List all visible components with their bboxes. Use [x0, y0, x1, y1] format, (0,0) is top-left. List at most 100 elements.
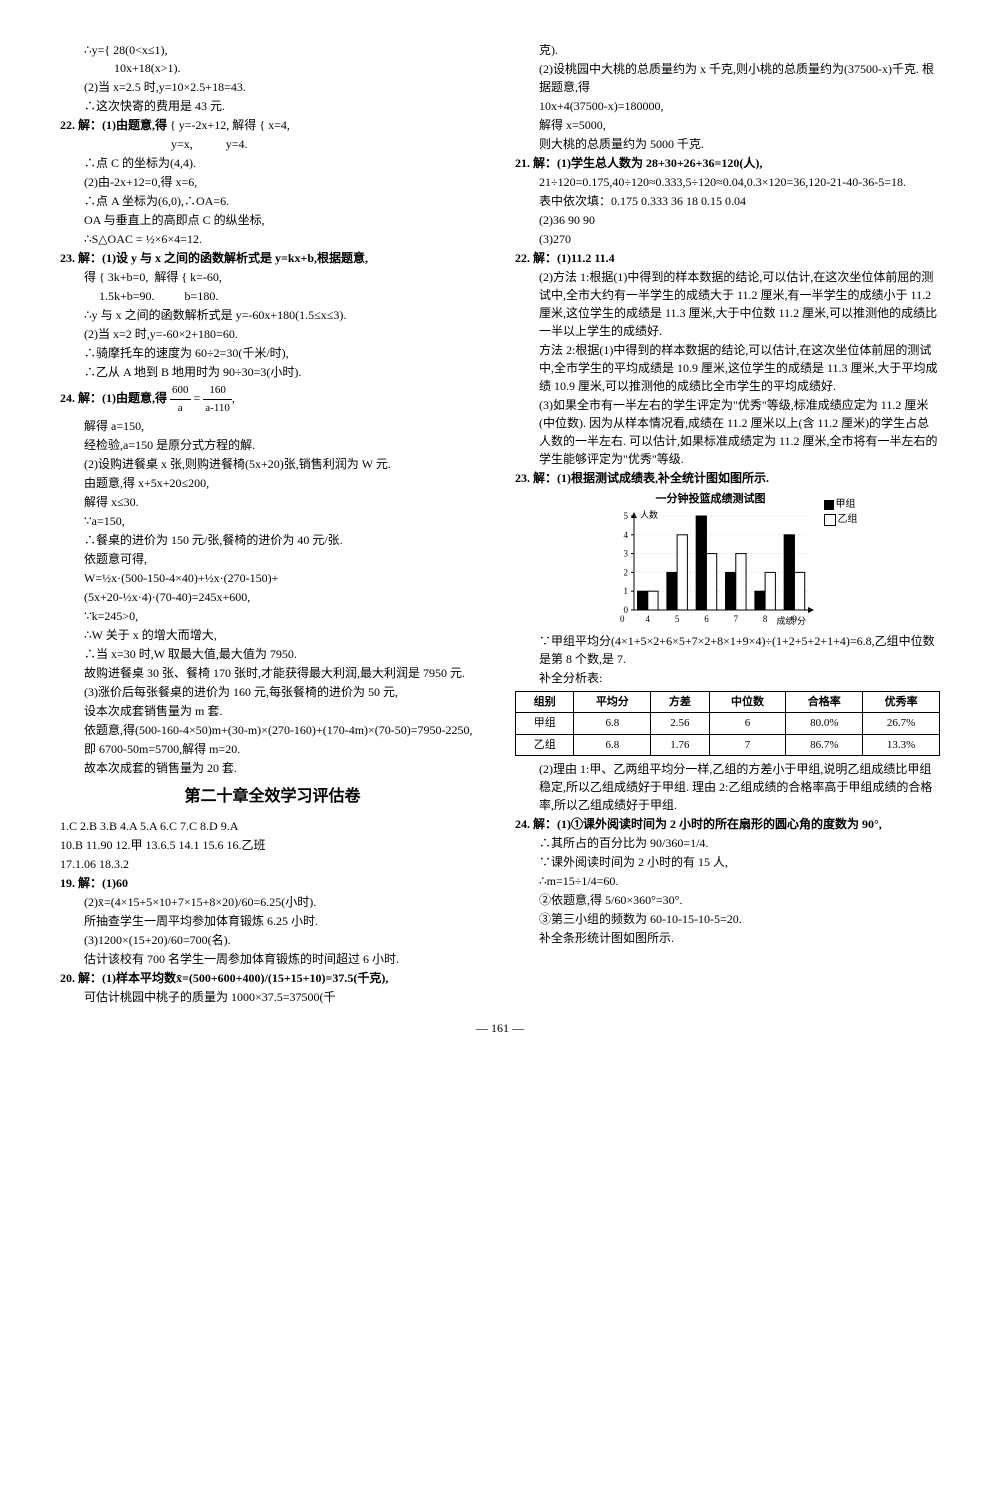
text: ∴乙从 A 地到 B 地用时为 90÷30=3(小时). — [60, 363, 485, 381]
text: (2)由-2x+12=0,得 x=6, — [60, 173, 485, 191]
q24: 24. 解：(1)由题意,得 600a = 160a-110, — [60, 382, 485, 416]
text: (2)理由 1:甲、乙两组平均分一样,乙组的方差小于甲组,说明乙组成绩比甲组稳定… — [515, 760, 940, 814]
svg-text:4: 4 — [645, 614, 650, 624]
svg-text:4: 4 — [623, 529, 628, 539]
text: 补全条形统计图如图所示. — [515, 929, 940, 947]
mc-answers2: 10.B 11.90 12.甲 13.6.5 14.1 15.6 16.乙班 — [60, 836, 485, 854]
text: 21÷120=0.175,40÷120≈0.333,5÷120≈0.04,0.3… — [515, 173, 940, 191]
svg-text:2: 2 — [623, 567, 628, 577]
text: 所抽查学生一周平均参加体育锻炼 6.25 小时. — [60, 912, 485, 930]
chart-svg: 012345人数成绩/分4567890 — [606, 508, 816, 628]
q23: 23. 解：(1)设 y 与 x 之间的函数解析式是 y=kx+b,根据题意, — [60, 249, 485, 267]
text: (2)36 90 90 — [515, 211, 940, 229]
text: ∴餐桌的进价为 150 元/张,餐椅的进价为 40 元/张. — [60, 531, 485, 549]
text: ∴m=15÷1/4=60. — [515, 872, 940, 890]
table-header: 平均分 — [574, 691, 651, 713]
text: 故本次成套的销售量为 20 套. — [60, 759, 485, 777]
svg-text:8: 8 — [762, 614, 767, 624]
text: 可估计桃园中桃子的质量为 1000×37.5=37500(千 — [60, 988, 485, 1006]
text: (3)1200×(15+20)/60=700(名). — [60, 931, 485, 949]
text: ∴S△OAC = ½×6×4=12. — [60, 230, 485, 248]
text: 解得 x≤30. — [60, 493, 485, 511]
text: y=x, y=4. — [60, 135, 485, 153]
text: 解得 x=5000, — [515, 116, 940, 134]
svg-text:7: 7 — [733, 614, 738, 624]
text: ∵a=150, — [60, 512, 485, 530]
mc-answers3: 17.1.06 18.3.2 — [60, 855, 485, 873]
svg-text:3: 3 — [623, 548, 628, 558]
text: 由题意,得 x+5x+20≤200, — [60, 474, 485, 492]
text: (3)如果全市有一半左右的学生评定为"优秀"等级,标准成绩应定为 11.2 厘米… — [515, 396, 940, 468]
chapter-title: 第二十章全效学习评估卷 — [60, 785, 485, 809]
analysis-table: 组别平均分方差中位数合格率优秀率 甲组6.82.56680.0%26.7%乙组6… — [515, 691, 940, 757]
text: (2)当 x=2 时,y=-60×2+180=60. — [60, 325, 485, 343]
bar-chart: 一分钟投篮成绩测试图 012345人数成绩/分4567890 甲组 乙组 — [598, 491, 858, 628]
text: (2)设桃园中大桃的总质量约为 x 千克,则小桃的总质量约为(37500-x)千… — [515, 60, 940, 96]
text: ∴y={ 28(0<x≤1), 10x+18(x>1). — [60, 41, 485, 77]
text: (2)x̄=(4×15+5×10+7×15+8×20)/60=6.25(小时). — [60, 893, 485, 911]
page-number: — 161 — — [60, 1019, 940, 1037]
text: 依题意,得(500-160-4×50)m+(30-m)×(270-160)+(1… — [60, 721, 485, 739]
text: 克). — [515, 41, 940, 59]
text: 表中依次填：0.175 0.333 36 18 0.15 0.04 — [515, 192, 940, 210]
q22r: 22. 解：(1)11.2 11.4 — [515, 249, 940, 267]
text: ∵甲组平均分(4×1+5×2+6×5+7×2+8×1+9×4)÷(1+2+5+2… — [515, 632, 940, 668]
table-header: 合格率 — [786, 691, 863, 713]
text: ∴y 与 x 之间的函数解析式是 y=-60x+180(1.5≤x≤3). — [60, 306, 485, 324]
table-header: 组别 — [516, 691, 574, 713]
text: ∵k=245>0, — [60, 607, 485, 625]
table-row: 甲组6.82.56680.0%26.7% — [516, 713, 940, 735]
q21: 21. 解：(1)学生总人数为 28+30+26+36=120(人), — [515, 154, 940, 172]
text: ②依题意,得 5/60×360°=30°. — [515, 891, 940, 909]
text: 方法 2:根据(1)中得到的样本数据的结论,可以估计,在这次坐位体前屈的测试中,… — [515, 341, 940, 395]
text: (3)270 — [515, 230, 940, 248]
text: ∴当 x=30 时,W 取最大值,最大值为 7950. — [60, 645, 485, 663]
text: (2)方法 1:根据(1)中得到的样本数据的结论,可以估计,在这次坐位体前屈的测… — [515, 268, 940, 340]
q20: 20. 解：(1)样本平均数x̄=(500+600+400)/(15+15+10… — [60, 969, 485, 987]
text: ∴点 A 坐标为(6,0),∴OA=6. — [60, 192, 485, 210]
q19: 19. 解：(1)60 — [60, 874, 485, 892]
svg-text:人数: 人数 — [640, 509, 658, 520]
text: 即 6700-50m=5700,解得 m=20. — [60, 740, 485, 758]
text: 估计该校有 700 名学生一周参加体育锻炼的时间超过 6 小时. — [60, 950, 485, 968]
svg-text:5: 5 — [623, 511, 628, 521]
left-column: ∴y={ 28(0<x≤1), 10x+18(x>1). (2)当 x=2.5 … — [60, 40, 485, 1007]
svg-text:0: 0 — [620, 614, 625, 624]
text: ∴W 关于 x 的增大而增大, — [60, 626, 485, 644]
text: 1.5k+b=90. b=180. — [60, 287, 485, 305]
chart-title: 一分钟投篮成绩测试图 — [598, 491, 824, 508]
text: W=½x·(500-150-4×40)+½x·(270-150)+ — [60, 569, 485, 587]
svg-text:5: 5 — [674, 614, 679, 624]
table-header: 方差 — [651, 691, 709, 713]
chart-legend: 甲组 乙组 — [824, 497, 858, 527]
text: OA 与垂直上的高即点 C 的纵坐标, — [60, 211, 485, 229]
right-column: 克). (2)设桃园中大桃的总质量约为 x 千克,则小桃的总质量约为(37500… — [515, 40, 940, 1007]
text: 解得 a=150, — [60, 417, 485, 435]
text: ③第三小组的频数为 60-10-15-10-5=20. — [515, 910, 940, 928]
svg-text:1: 1 — [623, 586, 628, 596]
text: 经检验,a=150 是原分式方程的解. — [60, 436, 485, 454]
text: 依题意可得, — [60, 550, 485, 568]
text: (5x+20-½x·4)·(70-40)=245x+600, — [60, 588, 485, 606]
svg-text:6: 6 — [704, 614, 709, 624]
q23r: 23. 解：(1)根据测试成绩表,补全统计图如图所示. — [515, 469, 940, 487]
text: ∴点 C 的坐标为(4,4). — [60, 154, 485, 172]
q22: 22. 解：(1)由题意,得 { y=-2x+12, 解得 { x=4, — [60, 116, 485, 134]
mc-answers: 1.C 2.B 3.B 4.A 5.A 6.C 7.C 8.D 9.A — [60, 817, 485, 835]
text: 故购进餐桌 30 张、餐椅 170 张时,才能获得最大利润,最大利润是 7950… — [60, 664, 485, 682]
svg-text:9: 9 — [792, 614, 797, 624]
table-header: 优秀率 — [863, 691, 940, 713]
text: 得 { 3k+b=0, 解得 { k=-60, — [60, 268, 485, 286]
table-header: 中位数 — [709, 691, 786, 713]
text: ∴其所占的百分比为 90/360=1/4. — [515, 834, 940, 852]
text: ∴这次快寄的费用是 43 元. — [60, 97, 485, 115]
text: 10x+4(37500-x)=180000, — [515, 97, 940, 115]
text: 则大桃的总质量约为 5000 千克. — [515, 135, 940, 153]
text: 设本次成套销售量为 m 套. — [60, 702, 485, 720]
text: (2)当 x=2.5 时,y=10×2.5+18=43. — [60, 78, 485, 96]
text: ∵课外阅读时间为 2 小时的有 15 人, — [515, 853, 940, 871]
q24r: 24. 解：(1)①课外阅读时间为 2 小时的所在扇形的圆心角的度数为 90°, — [515, 815, 940, 833]
text: (3)涨价后每张餐桌的进价为 160 元,每张餐椅的进价为 50 元, — [60, 683, 485, 701]
text: 补全分析表: — [515, 669, 940, 687]
text: (2)设购进餐桌 x 张,则购进餐椅(5x+20)张,销售利润为 W 元. — [60, 455, 485, 473]
